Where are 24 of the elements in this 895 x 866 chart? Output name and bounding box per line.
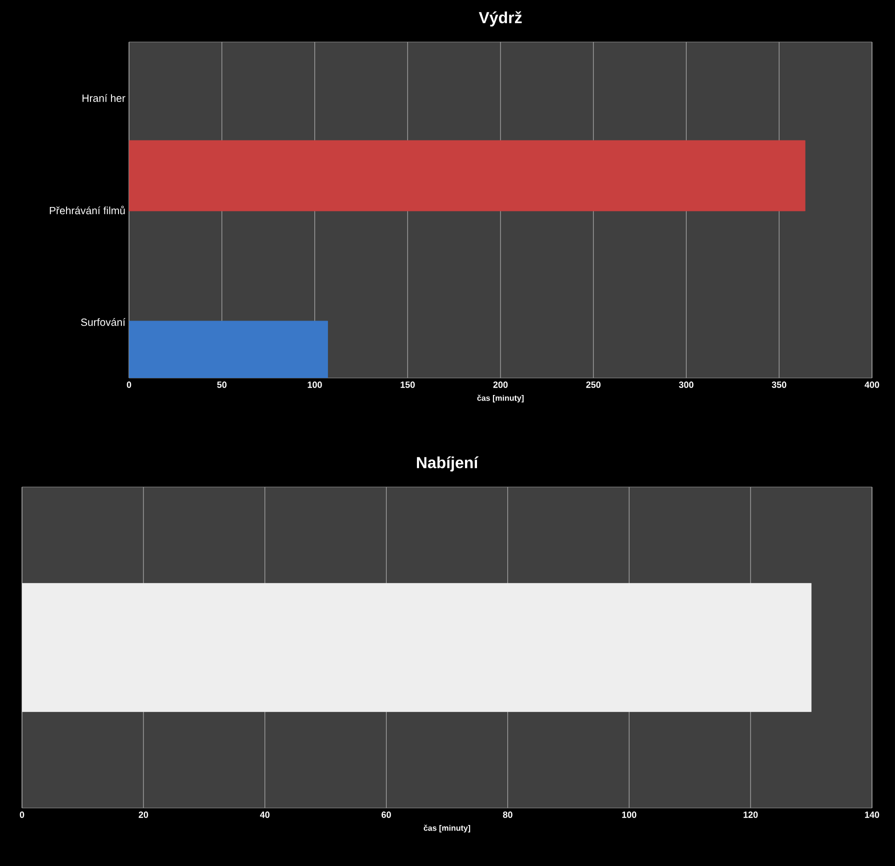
- chart-title: Výdrž: [478, 11, 522, 26]
- x-tick-label: 0: [20, 812, 24, 818]
- x-axis-title: čas [minuty]: [424, 824, 470, 832]
- chart-title: Nabíjení: [416, 456, 479, 472]
- x-tick-label: 140: [865, 812, 880, 818]
- y-tick-label: Hraní her: [82, 94, 126, 102]
- x-tick-label: 60: [382, 812, 391, 818]
- x-tick-label: 150: [400, 382, 415, 388]
- x-tick-label: 200: [493, 382, 508, 388]
- x-tick-label: 120: [744, 812, 758, 818]
- x-tick-label: 400: [864, 382, 880, 388]
- y-tick-label: Surfování: [81, 318, 126, 326]
- x-tick-label: 100: [622, 812, 636, 818]
- x-tick-label: 20: [138, 812, 148, 818]
- x-tick-label: 350: [772, 382, 786, 388]
- x-axis-title: čas [minuty]: [477, 394, 524, 402]
- x-tick-label: 250: [586, 382, 601, 388]
- x-tick-label: 50: [217, 382, 227, 388]
- x-tick-label: 80: [502, 812, 512, 818]
- x-tick-label: 100: [308, 382, 322, 388]
- x-tick-label: 0: [126, 382, 132, 388]
- x-tick-label: 300: [678, 382, 694, 388]
- x-tick-label: 40: [260, 812, 270, 818]
- y-tick-label: Přehrávání filmů: [50, 206, 125, 214]
